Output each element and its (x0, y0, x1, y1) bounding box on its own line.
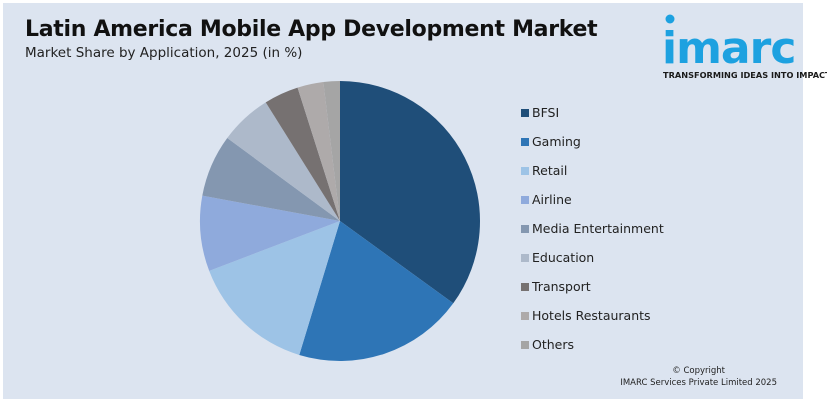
pie-slice-gaming (299, 221, 454, 361)
legend-label: BFSI (532, 105, 560, 120)
legend-item: Media Entertainment (521, 214, 664, 243)
legend-swatch-icon (521, 195, 529, 204)
legend-label: Transport (532, 279, 591, 294)
legend-swatch-icon (521, 282, 529, 291)
legend-item: Airline (521, 185, 664, 214)
chart-panel: Latin America Mobile App Development Mar… (3, 3, 827, 399)
legend-item: Education (521, 243, 664, 272)
legend-swatch-icon (521, 108, 529, 117)
legend-label: Hotels Restaurants (532, 308, 651, 323)
legend-label: Gaming (532, 134, 581, 149)
legend-label: Others (532, 337, 575, 352)
legend-item: Hotels Restaurants (521, 301, 664, 330)
pie-slice-airline (200, 195, 340, 271)
logo-tagline: TRANSFORMING IDEAS INTO IMPACT (663, 70, 827, 80)
logo-dot-icon (665, 14, 675, 24)
legend-swatch-icon (521, 340, 529, 349)
legend-item: Gaming (521, 127, 664, 156)
pie-slice-media-entertainment (202, 138, 340, 221)
pie-chart (200, 81, 480, 361)
legend-item: Retail (521, 156, 664, 185)
pie-slice-bfsi (340, 81, 480, 304)
legend-swatch-icon (521, 311, 529, 320)
pie-slice-hotels-restaurants (297, 81, 340, 222)
imarc-logo: imarc TRANSFORMING IDEAS INTO IMPACT (660, 13, 827, 83)
legend-label: Airline (532, 192, 572, 207)
chart-legend: BFSI Gaming Retail Airline Media Entertainme… (521, 98, 664, 359)
legend-item: Others (521, 330, 664, 359)
legend-swatch-icon (521, 224, 529, 233)
legend-item: Transport (521, 272, 664, 301)
copyright-notice: © Copyright IMARC Services Private Limit… (620, 365, 777, 389)
legend-swatch-icon (521, 166, 529, 175)
pie-slice-others (323, 81, 340, 221)
legend-item: BFSI (521, 98, 664, 127)
legend-label: Media Entertainment (532, 221, 664, 236)
legend-swatch-icon (521, 137, 529, 146)
chart-subtitle: Market Share by Application, 2025 (in %) (25, 45, 303, 61)
legend-label: Education (532, 250, 595, 265)
chart-title: Latin America Mobile App Development Mar… (25, 17, 598, 42)
copyright-line-2: IMARC Services Private Limited 2025 (620, 378, 777, 388)
pie-slice-retail (209, 221, 340, 355)
copyright-line-1: © Copyright (672, 366, 726, 376)
pie-slice-education (227, 102, 340, 221)
legend-label: Retail (532, 163, 568, 178)
legend-swatch-icon (521, 253, 529, 262)
pie-slice-transport (265, 87, 340, 222)
logo-wordmark: imarc (662, 23, 796, 74)
